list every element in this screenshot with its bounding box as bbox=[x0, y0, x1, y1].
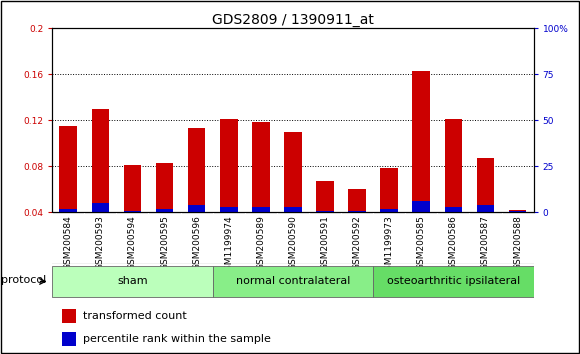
Text: GSM200587: GSM200587 bbox=[481, 215, 490, 270]
Bar bbox=[188, 205, 205, 258]
Bar bbox=[348, 189, 366, 258]
Text: percentile rank within the sample: percentile rank within the sample bbox=[84, 334, 271, 344]
Bar bbox=[59, 209, 77, 258]
Text: GSM200590: GSM200590 bbox=[288, 215, 298, 270]
Bar bbox=[316, 181, 334, 258]
Text: GSM200591: GSM200591 bbox=[321, 215, 329, 270]
Bar bbox=[213, 266, 373, 297]
Bar bbox=[412, 71, 430, 258]
Bar bbox=[62, 321, 67, 323]
Bar bbox=[477, 205, 494, 258]
Text: osteoarthritic ipsilateral: osteoarthritic ipsilateral bbox=[387, 276, 520, 286]
Text: transformed count: transformed count bbox=[84, 311, 187, 321]
Bar bbox=[444, 207, 462, 258]
Bar bbox=[373, 266, 534, 297]
Bar bbox=[444, 119, 462, 258]
Bar bbox=[380, 167, 398, 258]
Text: GSM200596: GSM200596 bbox=[192, 215, 201, 270]
Bar bbox=[188, 129, 205, 258]
Bar bbox=[412, 201, 430, 258]
Bar bbox=[220, 119, 238, 258]
Bar bbox=[124, 165, 142, 258]
Bar bbox=[509, 210, 527, 258]
Text: GSM1199974: GSM1199974 bbox=[224, 215, 233, 276]
Bar bbox=[62, 309, 76, 323]
Text: protocol: protocol bbox=[1, 275, 46, 285]
Bar bbox=[92, 203, 109, 258]
Bar bbox=[252, 207, 270, 258]
Bar bbox=[155, 163, 173, 258]
Text: GSM200586: GSM200586 bbox=[449, 215, 458, 270]
Bar bbox=[92, 109, 109, 258]
Text: GSM200592: GSM200592 bbox=[353, 215, 361, 270]
Bar bbox=[220, 207, 238, 258]
Text: GSM200589: GSM200589 bbox=[256, 215, 265, 270]
Bar bbox=[124, 211, 142, 258]
Bar bbox=[284, 207, 302, 258]
Bar bbox=[52, 266, 213, 297]
Bar bbox=[252, 121, 270, 258]
Text: GSM1199973: GSM1199973 bbox=[385, 215, 394, 276]
Bar bbox=[284, 132, 302, 258]
Bar bbox=[155, 209, 173, 258]
Bar bbox=[477, 158, 494, 258]
Bar bbox=[348, 211, 366, 258]
Text: GSM200594: GSM200594 bbox=[128, 215, 137, 270]
Text: GSM200584: GSM200584 bbox=[64, 215, 72, 270]
Text: GSM200595: GSM200595 bbox=[160, 215, 169, 270]
Text: GSM200588: GSM200588 bbox=[513, 215, 522, 270]
Text: GSM200585: GSM200585 bbox=[417, 215, 426, 270]
Bar bbox=[59, 126, 77, 258]
Bar bbox=[316, 211, 334, 258]
Bar bbox=[509, 211, 527, 258]
Bar bbox=[380, 209, 398, 258]
Text: normal contralateral: normal contralateral bbox=[235, 276, 350, 286]
Text: GSM200593: GSM200593 bbox=[96, 215, 105, 270]
Text: sham: sham bbox=[117, 276, 148, 286]
Title: GDS2809 / 1390911_at: GDS2809 / 1390911_at bbox=[212, 13, 374, 27]
Bar bbox=[62, 332, 76, 346]
